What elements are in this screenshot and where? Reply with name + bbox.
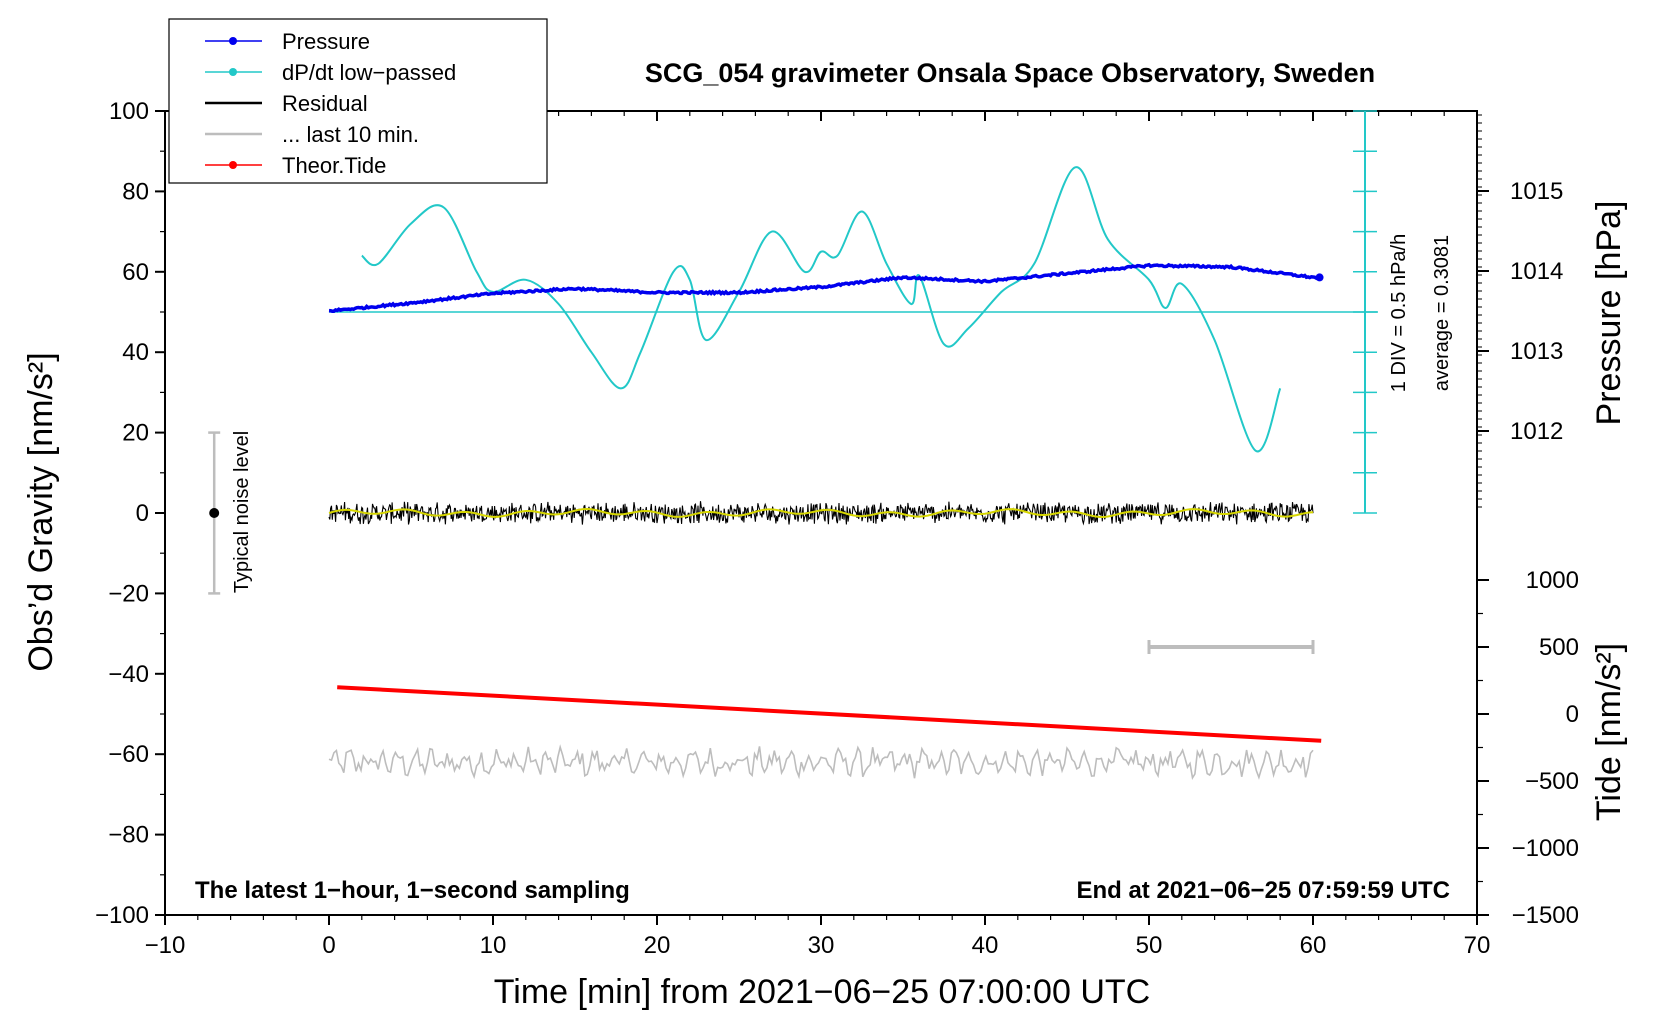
tide-tick-label: −1000 [1512, 835, 1579, 862]
pressure-tick-label: 1012 [1510, 418, 1563, 445]
y-tick-label: 0 [136, 500, 149, 527]
x-axis-title: Time [min] from 2021−06−25 07:00:00 UTC [494, 973, 1150, 1011]
legend-box [168, 18, 548, 184]
y-tick-label: 40 [122, 339, 149, 366]
end-time-note: End at 2021−06−25 07:59:59 UTC [1076, 877, 1450, 904]
pressure-tick-label: 1015 [1510, 178, 1563, 205]
x-tick-label: 50 [1136, 932, 1163, 959]
y-tick-label: 20 [122, 420, 149, 447]
x-tick-label: 70 [1464, 932, 1491, 959]
y-tick-label: −40 [108, 661, 149, 688]
legend-label: ... last 10 min. [282, 122, 419, 147]
tide-tick-label: 500 [1539, 634, 1579, 661]
y-axis-title-gravity: Obs’d Gravity [nm/s²] [22, 352, 60, 671]
pressure-tick-label: 1014 [1510, 258, 1563, 285]
residual-smoothed-line [328, 507, 1314, 518]
pressure-line [328, 262, 1319, 313]
legend-label: dP/dt low−passed [282, 60, 456, 85]
y-tick-label: 80 [122, 178, 149, 205]
legend: Pressure dP/dt low−passed Residual ... last… [168, 18, 548, 184]
legend-marker [229, 161, 237, 169]
pressure-end-marker [1315, 273, 1324, 282]
legend-label: Pressure [282, 29, 370, 54]
noise-level-label: Typical noise level [231, 431, 253, 593]
chart-title: SCG_054 gravimeter Onsala Space Observat… [645, 58, 1375, 88]
legend-marker [229, 37, 237, 45]
pressure-tick-label: 1013 [1510, 338, 1563, 365]
div-label: 1 DIV = 0.5 hPa/h [1388, 234, 1410, 392]
y-axis-title-pressure: Pressure [hPa] [1590, 201, 1628, 426]
average-label: average = 0.3081 [1431, 235, 1453, 391]
y-tick-label: 60 [122, 259, 149, 286]
tide-tick-label: 1000 [1526, 567, 1579, 594]
theor-tide-line [337, 685, 1322, 743]
legend-marker [229, 68, 237, 76]
tide-tick-label: 0 [1566, 701, 1579, 728]
x-tick-label: 40 [972, 932, 999, 959]
series-layer [208, 110, 1378, 780]
y-tick-label: −20 [108, 580, 149, 607]
x-tick-label: 20 [644, 932, 671, 959]
x-tick-label: 30 [808, 932, 835, 959]
y-axis-title-tide: Tide [nm/s²] [1590, 643, 1628, 821]
tide-tick-label: −1500 [1512, 902, 1579, 929]
sampling-note: The latest 1−hour, 1−second sampling [195, 877, 630, 904]
legend-label: Residual [282, 91, 368, 116]
y-tick-label: −80 [108, 822, 149, 849]
axis-ticks: −10 0 10 20 30 40 50 60 70100806040200−20−40−60−… [95, 98, 1579, 959]
x-tick-label: 60 [1300, 932, 1327, 959]
x-tick-label: −10 [145, 932, 186, 959]
y-tick-label: 100 [109, 98, 149, 125]
x-tick-label: 0 [322, 932, 335, 959]
y-tick-label: −60 [108, 741, 149, 768]
last-10-min-line [328, 744, 1314, 780]
legend-label: Theor.Tide [282, 153, 386, 178]
tide-tick-label: −500 [1525, 768, 1579, 795]
y-tick-label: −100 [95, 902, 149, 929]
dpdt-line [361, 166, 1282, 453]
noise-level-dot [209, 508, 220, 518]
x-tick-label: 10 [480, 932, 507, 959]
